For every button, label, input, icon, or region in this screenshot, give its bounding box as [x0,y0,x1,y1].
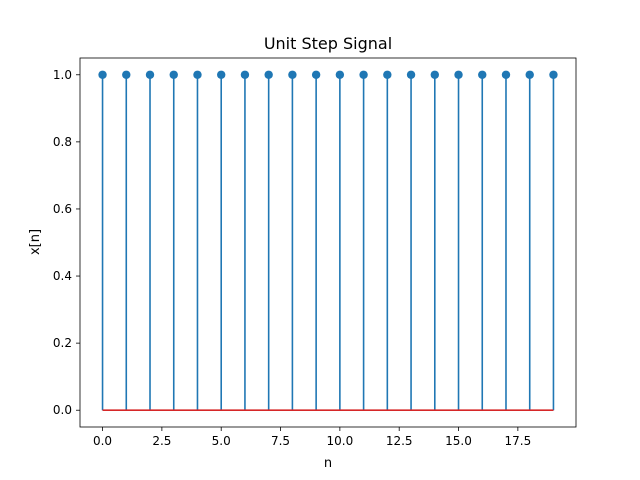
stem-marker [478,70,487,79]
stem-marker [501,70,511,79]
axes-frame [79,57,577,428]
stem-marker [240,70,250,79]
x-tick-label: 0.0 [93,434,112,448]
y-tick-label: 0.8 [53,135,72,149]
stem-marker [122,70,131,79]
y-tick-label: 0.4 [53,269,72,283]
y-tick-label: 0.0 [53,403,72,417]
x-tick-label: 5.0 [212,434,231,448]
stem-marker [430,70,439,79]
stem-marker [359,70,368,79]
stem-marker [311,70,321,79]
x-tick-label: 2.5 [152,434,171,448]
x-tick-label: 10.0 [327,434,354,448]
stem-marker [383,70,392,79]
stem-marker [549,70,558,79]
stem-marker [525,70,534,79]
stem-marker [98,70,107,79]
stem-marker [264,70,273,79]
y-axis-label: x[n] [28,229,43,255]
y-tick-label: 0.2 [53,336,72,350]
stem-marker [406,70,416,79]
stem-marker [288,70,297,79]
x-tick-label: 15.0 [445,434,472,448]
plot-area: 0.0 2.5 5.0 7.5 10.0 12.5 15.0 17.5 0.0 0.2 0.4 0.6… [53,57,577,448]
y-tick-label: 0.6 [53,202,72,216]
x-tick-label: 17.5 [504,434,531,448]
chart-title: Unit Step Signal [264,34,392,53]
y-tick-label: 1.0 [53,68,72,82]
stem-marker [193,70,202,79]
stem-marker [454,70,463,79]
stem-marker [335,70,345,79]
stem-marker [169,70,178,79]
stem-marker [217,70,226,79]
x-tick-label: 12.5 [386,434,413,448]
stem-marker [145,70,155,79]
x-axis-label: n [324,456,332,471]
x-tick-label: 7.5 [271,434,290,448]
